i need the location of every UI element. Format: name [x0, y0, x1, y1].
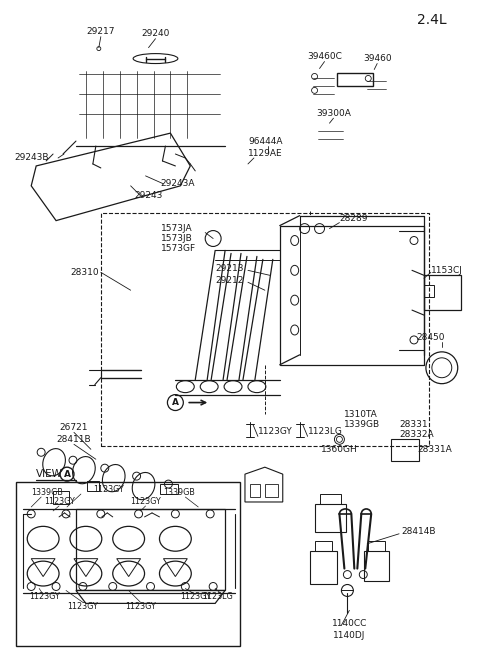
Text: 1129AE: 1129AE [248, 149, 283, 157]
Text: 1123GY: 1123GY [180, 592, 211, 601]
Text: 28289: 28289 [339, 214, 368, 223]
Text: 96444A: 96444A [248, 137, 282, 145]
Bar [16, 482, 240, 646]
Text: 28310: 28310 [70, 268, 99, 277]
Text: 1123LG: 1123LG [202, 592, 233, 601]
Text: 1573GF: 1573GF [160, 244, 195, 253]
Text: 29240: 29240 [141, 29, 169, 38]
Text: 1339GB: 1339GB [31, 487, 63, 496]
Text: 1123LG: 1123LG [308, 427, 343, 436]
Text: 1140CC: 1140CC [332, 619, 367, 627]
Text: 29217: 29217 [86, 28, 115, 36]
Text: 1153CJ: 1153CJ [431, 266, 463, 275]
Text: VIEW: VIEW [36, 469, 63, 479]
Text: 26721: 26721 [60, 423, 88, 432]
Text: 28414B: 28414B [401, 527, 435, 536]
Text: 1123GY: 1123GY [130, 498, 161, 506]
Text: 1573JA: 1573JA [160, 224, 192, 233]
Text: 29243B: 29243B [14, 153, 48, 162]
Text: 28331: 28331 [399, 420, 428, 429]
Text: A: A [172, 398, 179, 407]
Text: 1339GB: 1339GB [163, 487, 195, 496]
Text: 39460C: 39460C [307, 52, 342, 61]
Text: 28450: 28450 [417, 333, 445, 343]
Text: 28331A: 28331A [417, 445, 452, 454]
Text: 1123GY: 1123GY [258, 427, 293, 436]
Bar [101, 213, 429, 446]
Text: 1339GB: 1339GB [344, 420, 381, 429]
Text: 1360GH: 1360GH [321, 445, 358, 454]
Text: 2.4L: 2.4L [417, 13, 447, 27]
Text: 39460: 39460 [363, 54, 392, 63]
Text: 1123GY: 1123GY [29, 592, 60, 601]
Text: 1140DJ: 1140DJ [333, 631, 366, 640]
Text: 1573JB: 1573JB [160, 234, 192, 243]
Text: 1123GY: 1123GY [44, 498, 74, 506]
Text: 29212: 29212 [215, 276, 243, 285]
Text: 1123GY: 1123GY [94, 485, 124, 494]
Text: 29243A: 29243A [160, 179, 194, 189]
Bar [391, 440, 419, 461]
Text: 39300A: 39300A [316, 109, 351, 118]
Text: 28332A: 28332A [399, 430, 434, 439]
Text: 1123GY: 1123GY [125, 602, 156, 611]
Text: 1123GY: 1123GY [68, 602, 98, 611]
Text: 28411B: 28411B [57, 435, 91, 444]
Bar [280, 225, 424, 365]
Text: 1310TA: 1310TA [344, 410, 378, 419]
Text: 29243: 29243 [134, 191, 163, 200]
Text: 29213: 29213 [215, 264, 244, 273]
Text: A: A [63, 470, 71, 479]
